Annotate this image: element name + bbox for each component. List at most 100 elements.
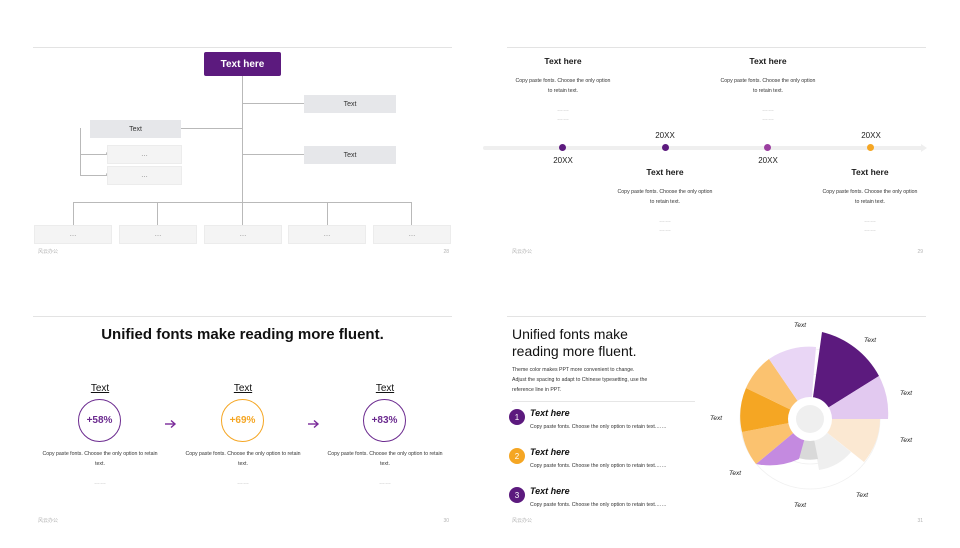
metric-circle: +83% xyxy=(363,399,406,442)
radial-label: Text xyxy=(864,337,877,344)
metric-body-line: Copy paste fonts. Choose the only option… xyxy=(185,451,301,457)
org-sub-label: … xyxy=(141,151,148,158)
step-number: 3 xyxy=(514,490,520,500)
timeline-dots: …… …… xyxy=(650,217,680,235)
connector xyxy=(411,202,412,226)
radial-label: Text xyxy=(729,470,742,477)
dots-line: …… xyxy=(557,107,569,113)
petal xyxy=(810,332,879,419)
metric-body: Copy paste fonts. Choose the only option… xyxy=(35,449,165,469)
step-number-badge: 3 xyxy=(509,487,525,503)
top-divider xyxy=(33,47,452,48)
metric-dots: …… xyxy=(237,480,249,486)
radial-label: Text xyxy=(794,502,807,509)
radial-center-inner xyxy=(796,405,824,433)
radial-label: Text xyxy=(856,492,869,499)
title-line: reading more fluent. xyxy=(512,343,637,359)
desc-line: reference line in PPT. xyxy=(512,387,562,393)
metric-dots: …… xyxy=(379,480,391,486)
metric-body-line: text. xyxy=(380,461,390,467)
slide-timeline[interactable]: Text here Copy paste fonts. Choose the o… xyxy=(474,0,948,269)
dots-line: …… xyxy=(659,218,671,224)
timeline-heading: Text here xyxy=(749,56,787,66)
org-bottom-box[interactable]: … xyxy=(373,225,451,244)
timeline-body-line: Copy paste fonts. Choose the only option xyxy=(515,78,611,84)
org-bottom-label: … xyxy=(239,231,247,238)
top-divider xyxy=(507,47,926,48)
connector xyxy=(157,202,158,226)
connector xyxy=(327,202,328,226)
timeline-line xyxy=(483,146,925,150)
org-sub-node[interactable]: … xyxy=(107,166,182,185)
slide-percent-circles[interactable]: Unified fonts make reading more fluent. … xyxy=(0,269,474,538)
step-heading: Text here xyxy=(530,486,570,496)
connector xyxy=(80,154,107,155)
petal xyxy=(810,376,889,419)
connector xyxy=(242,103,304,104)
connector xyxy=(73,202,74,226)
footer-brand: 风云办公 xyxy=(512,518,533,524)
metric-body-line: text. xyxy=(95,461,105,467)
right-arrow-icon xyxy=(165,416,177,429)
timeline-body: Copy paste fonts. Choose the only option… xyxy=(600,187,730,207)
page-number: 28 xyxy=(443,249,449,255)
metric-circle: +69% xyxy=(221,399,264,442)
timeline-year: 20XX xyxy=(553,156,573,165)
step-body: Copy paste fonts. Choose the only option… xyxy=(530,463,667,469)
org-bottom-box[interactable]: … xyxy=(34,225,112,244)
connector xyxy=(181,128,242,129)
org-node-right-mid[interactable]: Text xyxy=(304,146,396,164)
org-node-label: Text xyxy=(343,100,357,108)
step-number-badge: 1 xyxy=(509,409,525,425)
org-node-label: Text xyxy=(129,125,142,133)
timeline-body-line: to retain text. xyxy=(650,199,680,205)
footer-brand: 风云办公 xyxy=(512,249,533,255)
timeline-body-line: Copy paste fonts. Choose the only option xyxy=(720,78,816,84)
slide-radial-list[interactable]: Unified fonts make reading more fluent. … xyxy=(474,269,948,538)
connector xyxy=(242,202,243,226)
connector xyxy=(80,175,107,176)
slide-org-chart[interactable]: Text here Text Text Text … … … … … … … 风… xyxy=(0,0,474,269)
timeline-body: Copy paste fonts. Choose the only option… xyxy=(498,76,628,96)
right-arrow-icon xyxy=(308,416,320,429)
metric-value: +69% xyxy=(229,415,256,426)
org-bottom-box[interactable]: … xyxy=(119,225,197,244)
dots-line: …… xyxy=(762,107,774,113)
org-bottom-box[interactable]: … xyxy=(204,225,282,244)
timeline-dot[interactable] xyxy=(764,144,771,151)
metric-value: +58% xyxy=(86,415,113,426)
timeline-dot[interactable] xyxy=(662,144,669,151)
desc-line: Theme color makes PPT more convenient to… xyxy=(512,367,635,373)
org-root-box[interactable]: Text here xyxy=(204,52,281,76)
timeline-body-line: to retain text. xyxy=(548,88,578,94)
org-bottom-box[interactable]: … xyxy=(288,225,366,244)
org-root-label: Text here xyxy=(220,58,265,70)
footer-brand: 风云办公 xyxy=(38,518,59,524)
metric-label: Text xyxy=(233,383,253,394)
metric-body-line: Copy paste fonts. Choose the only option… xyxy=(42,451,158,457)
org-bottom-label: … xyxy=(154,231,162,238)
metric-body: Copy paste fonts. Choose the only option… xyxy=(178,449,308,469)
dots-line: …… xyxy=(659,227,671,233)
org-bottom-label: … xyxy=(69,231,77,238)
org-sub-label: … xyxy=(141,172,148,179)
dots-line: …… xyxy=(864,227,876,233)
footer-brand: 风云办公 xyxy=(38,249,59,255)
desc-line: Adjust the spacing to adapt to Chinese t… xyxy=(512,377,648,383)
org-node-right-top[interactable]: Text xyxy=(304,95,396,113)
slide-title: Unified fonts make reading more fluent. xyxy=(101,326,384,343)
page-number: 30 xyxy=(443,518,449,524)
org-sub-node[interactable]: … xyxy=(107,145,182,164)
timeline-dot[interactable] xyxy=(559,144,566,151)
timeline-dots: …… …… xyxy=(753,106,783,124)
timeline-dots: …… …… xyxy=(548,106,578,124)
top-divider xyxy=(507,316,926,317)
timeline-dot[interactable] xyxy=(867,144,874,151)
metric-value: +83% xyxy=(371,415,398,426)
org-node-left[interactable]: Text xyxy=(90,120,181,138)
step-number: 2 xyxy=(514,451,520,461)
metric-body-line: Copy paste fonts. Choose the only option… xyxy=(327,451,443,457)
dots-line: …… xyxy=(864,218,876,224)
slide-title: Unified fonts make reading more fluent. xyxy=(512,326,637,360)
timeline-body: Copy paste fonts. Choose the only option… xyxy=(703,76,833,96)
